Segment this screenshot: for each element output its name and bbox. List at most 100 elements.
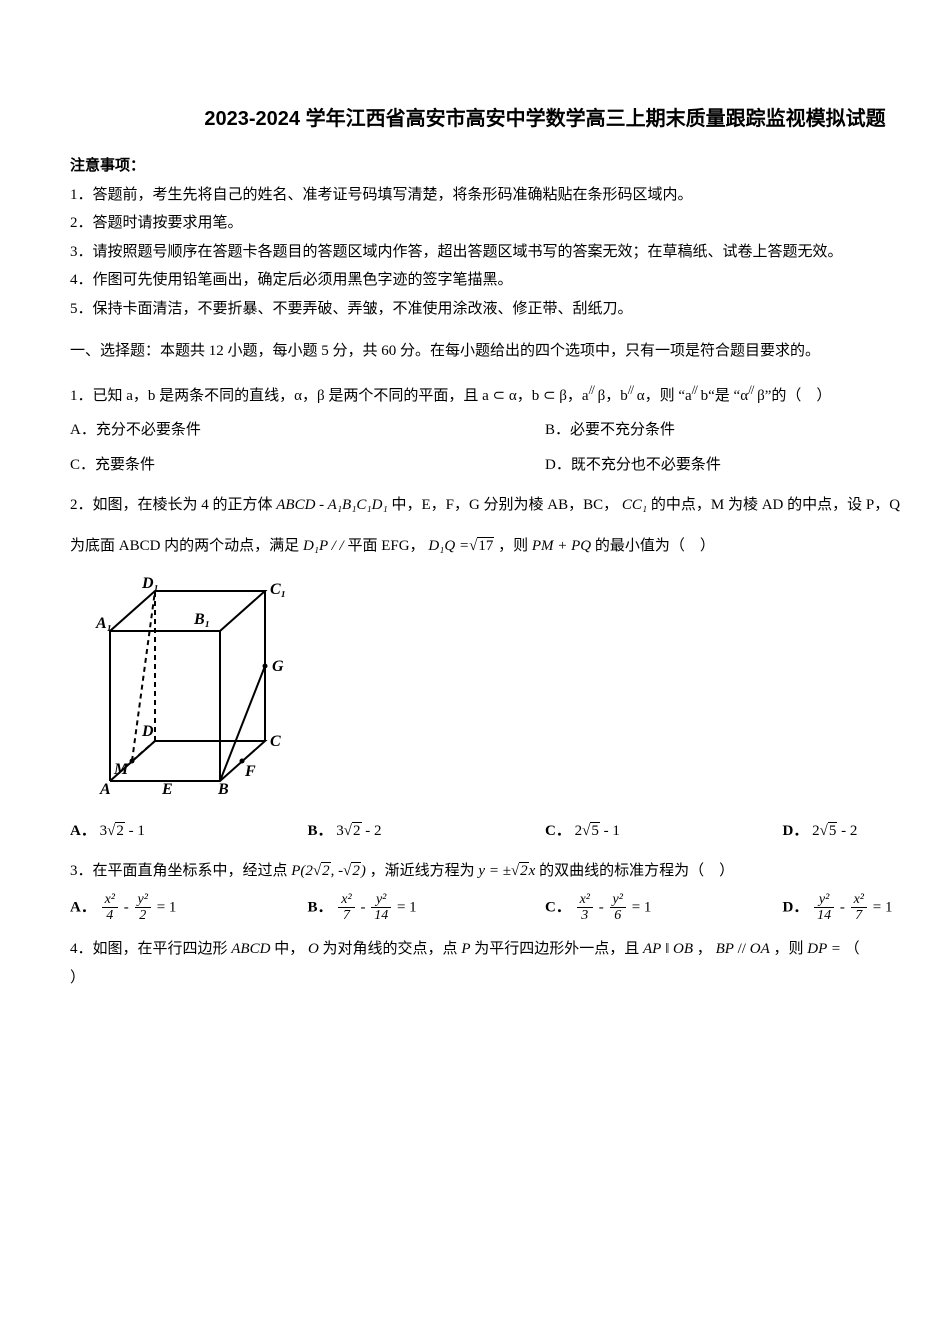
label-c: C bbox=[270, 733, 281, 750]
q3-b-label: B． bbox=[308, 899, 333, 915]
point-g bbox=[263, 664, 268, 669]
q3-stem-2: ，渐近线方程为 bbox=[370, 863, 475, 879]
q2-cc1: CC₁ bbox=[622, 497, 647, 513]
q3-option-c: C． x²3 - y²6 = 1 bbox=[545, 892, 783, 924]
eq1: = 1 bbox=[873, 899, 893, 915]
label-g: G bbox=[272, 658, 284, 675]
q2-a-val: 32 - 1 bbox=[100, 823, 145, 839]
q2-stem-7: 的最小值为（ ） bbox=[595, 538, 715, 554]
q2-b-label: B． bbox=[308, 823, 333, 839]
q2-options: A． 32 - 1 B． 32 - 2 C． 25 - 1 D． 25 - 2 bbox=[70, 817, 950, 846]
page-title: 2023-2024 学年江西省高安市高安中学数学高三上期末质量跟踪监视模拟试题 bbox=[70, 100, 950, 138]
label-d: D bbox=[141, 723, 154, 740]
den-14: 14 bbox=[814, 908, 834, 923]
q1-options-row2: C．充要条件 D．既不充分也不必要条件 bbox=[70, 451, 950, 480]
q2-d1p: D₁P / / bbox=[303, 538, 344, 554]
q2-option-b: B． 32 - 2 bbox=[308, 817, 546, 846]
q4-ob: OB bbox=[673, 941, 693, 957]
question-2-line2: 为底面 ABCD 内的两个动点，满足 D₁P / / 平面 EFG， D₁Q =… bbox=[70, 532, 950, 561]
q2-stem-6: ，则 bbox=[498, 538, 528, 554]
q4-stem-3: 为对角线的交点，点 bbox=[323, 941, 458, 957]
eq1: = 1 bbox=[157, 899, 177, 915]
point-f bbox=[240, 759, 245, 764]
notice-3: 3．请按照题号顺序在答题卡各题目的答题区域内作答，超出答题区域书写的答案无效；在… bbox=[70, 238, 950, 267]
q1-stem-d: b“是 “α bbox=[701, 388, 748, 404]
q2-stem-3: 的中点，M 为棱 AD 的中点，设 P，Q bbox=[651, 497, 900, 513]
den-14: 14 bbox=[371, 908, 391, 923]
q4-ap: AP bbox=[643, 941, 661, 957]
q2-stem-4: 为底面 ABCD 内的两个动点，满足 bbox=[70, 538, 299, 554]
q2-a-label: A． bbox=[70, 823, 96, 839]
q2-option-c: C． 25 - 1 bbox=[545, 817, 783, 846]
q2-b-val: 32 - 2 bbox=[336, 823, 381, 839]
q1-stem-e: β”的（ ） bbox=[757, 388, 831, 404]
num-x2: x² bbox=[102, 892, 118, 908]
q2-stem-5: 平面 EFG， bbox=[347, 538, 424, 554]
question-2: 2．如图，在棱长为 4 的正方体 ABCD - A₁B₁C₁D₁ 中，E，F，G… bbox=[70, 491, 950, 520]
q3-c-label: C． bbox=[545, 899, 571, 915]
den-4: 4 bbox=[102, 908, 118, 923]
num-y2: y² bbox=[135, 892, 151, 908]
label-b1: B₁ bbox=[193, 611, 210, 628]
den-7: 7 bbox=[851, 908, 867, 923]
q1-options-row1: A．充分不必要条件 B．必要不充分条件 bbox=[70, 416, 950, 445]
den-2: 2 bbox=[135, 908, 151, 923]
q4-dp: DP = bbox=[807, 941, 841, 957]
label-e: E bbox=[161, 781, 173, 796]
parallel-slash-icon: // bbox=[738, 941, 750, 957]
q3-option-b: B． x²7 - y²14 = 1 bbox=[308, 892, 546, 924]
parallel-icon: // bbox=[628, 382, 633, 397]
den-6: 6 bbox=[610, 908, 626, 923]
num-y2: y² bbox=[814, 892, 834, 908]
sqrt-icon: 17 bbox=[469, 532, 494, 561]
q4-stem-6: （ bbox=[845, 941, 860, 957]
question-3: 3．在平面直角坐标系中，经过点 P(22, -2) ，渐近线方程为 y = ±2… bbox=[70, 857, 950, 886]
line-b-g bbox=[220, 666, 265, 781]
label-m: M bbox=[113, 761, 129, 778]
notice-2: 2．答题时请按要求用笔。 bbox=[70, 209, 950, 238]
num-x2: x² bbox=[577, 892, 593, 908]
q1-stem-c: α，则 “a bbox=[637, 388, 692, 404]
q4-stem-2: 中， bbox=[274, 941, 304, 957]
notice-5: 5．保持卡面清洁，不要折暴、不要弄破、弄皱，不准使用涂改液、修正带、刮纸刀。 bbox=[70, 295, 950, 324]
num-x2: x² bbox=[851, 892, 867, 908]
notice-1: 1．答题前，考生先将自己的姓名、准考证号码填写清楚，将条形码准确粘贴在条形码区域… bbox=[70, 181, 950, 210]
q4-bp: BP bbox=[716, 941, 734, 957]
q1-option-c: C．充要条件 bbox=[70, 451, 545, 480]
q3-option-d: D． y²14 - x²7 = 1 bbox=[783, 892, 950, 924]
section-1-heading: 一、选择题：本题共 12 小题，每小题 5 分，共 60 分。在每小题给出的四个… bbox=[70, 337, 950, 366]
eq1: = 1 bbox=[397, 899, 417, 915]
cube-svg: A B C D A₁ B₁ C₁ D₁ E F G M bbox=[90, 576, 300, 796]
q3-a-label: A． bbox=[70, 899, 96, 915]
q2-d-label: D． bbox=[783, 823, 809, 839]
q1-stem-a: 1．已知 a，b 是两条不同的直线，α，β 是两个不同的平面，且 a ⊂ α，b… bbox=[70, 388, 589, 404]
q3-option-a: A． x²4 - y²2 = 1 bbox=[70, 892, 308, 924]
label-a: A bbox=[99, 781, 111, 796]
question-1: 1．已知 a，b 是两条不同的直线，α，β 是两个不同的平面，且 a ⊂ α，b… bbox=[70, 378, 950, 411]
q3-d-label: D． bbox=[783, 899, 809, 915]
q1-stem-b: β，b bbox=[598, 388, 628, 404]
num-y2: y² bbox=[610, 892, 626, 908]
q2-pm: PM + PQ bbox=[532, 538, 591, 554]
question-4: 4．如图，在平行四边形 ABCD 中， O 为对角线的交点，点 P 为平行四边形… bbox=[70, 935, 950, 964]
q3-point-p: P(22, -2) bbox=[291, 863, 366, 879]
q1-option-a: A．充分不必要条件 bbox=[70, 416, 545, 445]
q4-stem-1: 4．如图，在平行四边形 bbox=[70, 941, 228, 957]
q2-option-a: A． 32 - 1 bbox=[70, 817, 308, 846]
q4-stem-5: ，则 bbox=[773, 941, 803, 957]
den-3: 3 bbox=[577, 908, 593, 923]
q4-oa: OA bbox=[750, 941, 770, 957]
parallel-icon: // bbox=[589, 382, 594, 397]
q3-asymptote: y = ±2x bbox=[478, 863, 535, 879]
parallel-bars-icon: ‖ bbox=[665, 941, 673, 957]
q4-o: O bbox=[308, 941, 319, 957]
q2-c-val: 25 - 1 bbox=[575, 823, 620, 839]
num-x2: x² bbox=[338, 892, 354, 908]
label-f: F bbox=[244, 763, 256, 780]
cube-top bbox=[110, 591, 265, 631]
den-7: 7 bbox=[338, 908, 354, 923]
q3-options: A． x²4 - y²2 = 1 B． x²7 - y²14 = 1 C． x²… bbox=[70, 892, 950, 924]
notice-4: 4．作图可先使用铅笔画出，确定后必须用黑色字迹的签字笔描黑。 bbox=[70, 266, 950, 295]
num-y2: y² bbox=[371, 892, 391, 908]
eq1: = 1 bbox=[632, 899, 652, 915]
